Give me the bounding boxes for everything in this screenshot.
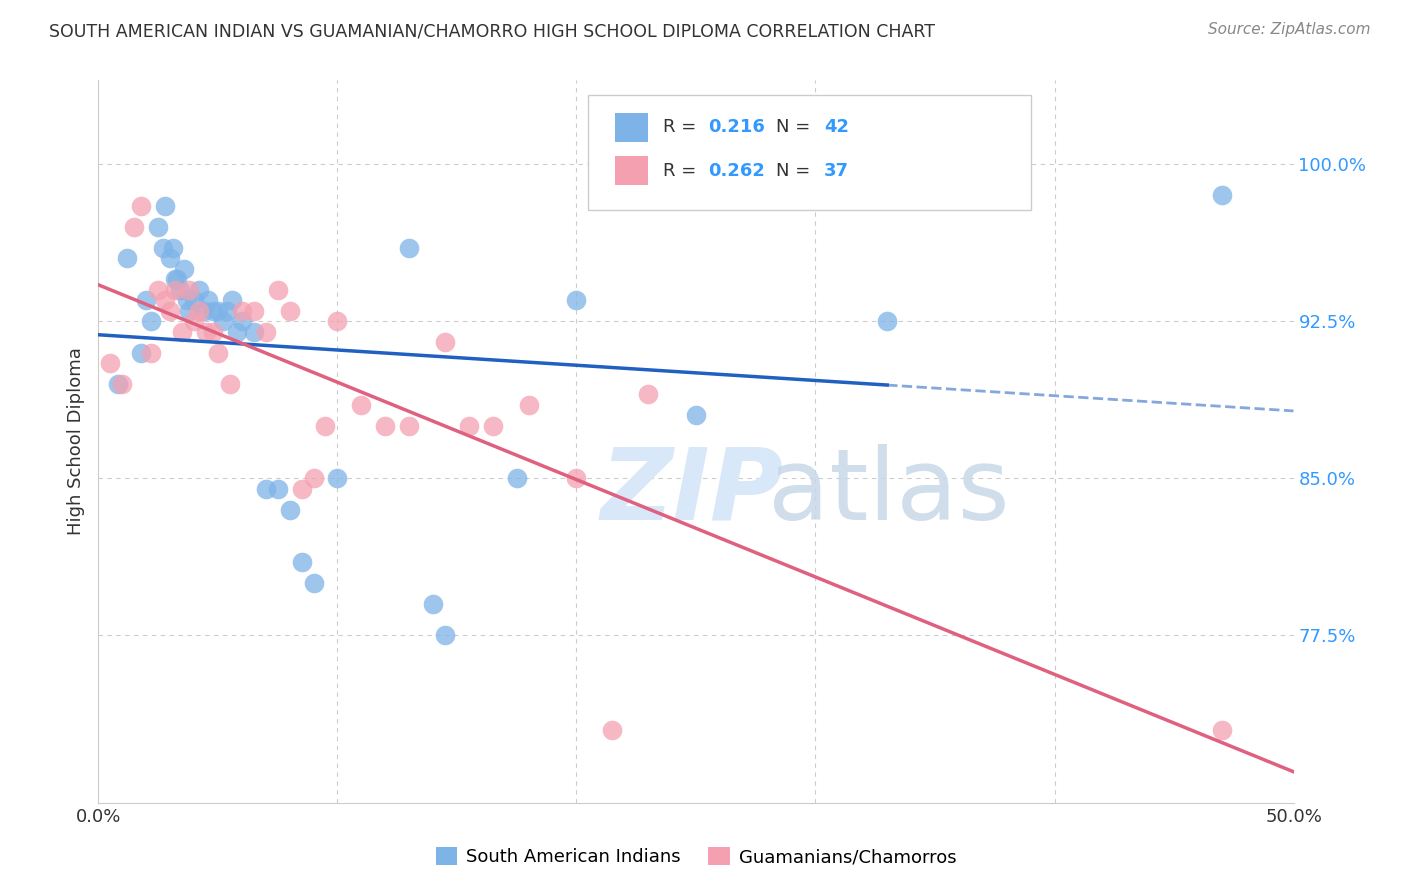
Point xyxy=(637,387,659,401)
Text: 0.216: 0.216 xyxy=(709,119,765,136)
Point xyxy=(243,325,266,339)
Text: R =: R = xyxy=(662,119,702,136)
Text: ZIP: ZIP xyxy=(600,443,783,541)
Point xyxy=(148,219,170,234)
Point xyxy=(434,628,457,642)
Point xyxy=(148,283,170,297)
Point xyxy=(1211,188,1233,202)
Point xyxy=(278,502,301,516)
Text: 37: 37 xyxy=(824,161,849,179)
Point xyxy=(124,219,146,234)
Point xyxy=(506,471,529,485)
Point xyxy=(326,471,349,485)
Point xyxy=(179,303,201,318)
Point xyxy=(267,482,290,496)
Y-axis label: High School Diploma: High School Diploma xyxy=(66,348,84,535)
Point xyxy=(183,314,205,328)
Point xyxy=(278,303,301,318)
Point xyxy=(135,293,157,308)
Point xyxy=(107,376,129,391)
Text: atlas: atlas xyxy=(768,443,1010,541)
Point xyxy=(163,272,186,286)
Point xyxy=(131,345,153,359)
Point xyxy=(202,303,225,318)
Point xyxy=(876,314,898,328)
Point xyxy=(152,241,174,255)
Point xyxy=(139,314,162,328)
Point xyxy=(211,314,233,328)
Point xyxy=(98,356,122,370)
Point xyxy=(176,293,198,308)
Point xyxy=(374,418,396,433)
Point xyxy=(187,303,209,318)
Text: N =: N = xyxy=(776,161,815,179)
FancyBboxPatch shape xyxy=(589,95,1031,211)
Point xyxy=(197,293,219,308)
Point xyxy=(219,376,242,391)
Text: 0.262: 0.262 xyxy=(709,161,765,179)
FancyBboxPatch shape xyxy=(614,156,648,185)
Point xyxy=(166,272,188,286)
Point xyxy=(202,325,225,339)
Point xyxy=(226,325,249,339)
Point xyxy=(685,409,707,423)
Point xyxy=(193,303,215,318)
Text: R =: R = xyxy=(662,161,702,179)
Point xyxy=(602,723,624,737)
FancyBboxPatch shape xyxy=(614,112,648,142)
Text: Source: ZipAtlas.com: Source: ZipAtlas.com xyxy=(1208,22,1371,37)
Point xyxy=(163,283,186,297)
Point xyxy=(221,293,243,308)
Point xyxy=(302,471,325,485)
Point xyxy=(111,376,134,391)
Point xyxy=(398,241,420,255)
Point xyxy=(131,199,153,213)
Point xyxy=(231,303,253,318)
Point xyxy=(155,293,177,308)
Point xyxy=(565,293,588,308)
Point xyxy=(398,418,420,433)
Point xyxy=(267,283,290,297)
Point xyxy=(217,303,239,318)
Point xyxy=(481,418,505,433)
Point xyxy=(243,303,266,318)
Point xyxy=(254,325,277,339)
Legend: South American Indians, Guamanians/Chamorros: South American Indians, Guamanians/Chamo… xyxy=(429,839,963,873)
Text: N =: N = xyxy=(776,119,815,136)
Point xyxy=(565,471,588,485)
Point xyxy=(302,575,325,590)
Point xyxy=(422,597,444,611)
Point xyxy=(458,418,481,433)
Point xyxy=(291,482,314,496)
Point xyxy=(434,334,457,349)
Point xyxy=(172,325,194,339)
Point xyxy=(162,241,184,255)
Point xyxy=(195,325,218,339)
Point xyxy=(155,199,177,213)
Point xyxy=(139,345,162,359)
Point xyxy=(1211,723,1233,737)
Point xyxy=(254,482,277,496)
Text: 42: 42 xyxy=(824,119,849,136)
Text: SOUTH AMERICAN INDIAN VS GUAMANIAN/CHAMORRO HIGH SCHOOL DIPLOMA CORRELATION CHAR: SOUTH AMERICAN INDIAN VS GUAMANIAN/CHAMO… xyxy=(49,22,935,40)
Point xyxy=(179,283,201,297)
Point xyxy=(115,252,138,266)
Point xyxy=(159,252,181,266)
Point xyxy=(517,398,540,412)
Point xyxy=(350,398,373,412)
Point xyxy=(207,303,229,318)
Point xyxy=(207,345,229,359)
Point xyxy=(315,418,337,433)
Point xyxy=(183,293,205,308)
Point xyxy=(291,555,314,569)
Point xyxy=(231,314,253,328)
Point xyxy=(169,283,191,297)
Point xyxy=(326,314,349,328)
Point xyxy=(187,283,209,297)
Point xyxy=(173,261,195,276)
Point xyxy=(159,303,181,318)
